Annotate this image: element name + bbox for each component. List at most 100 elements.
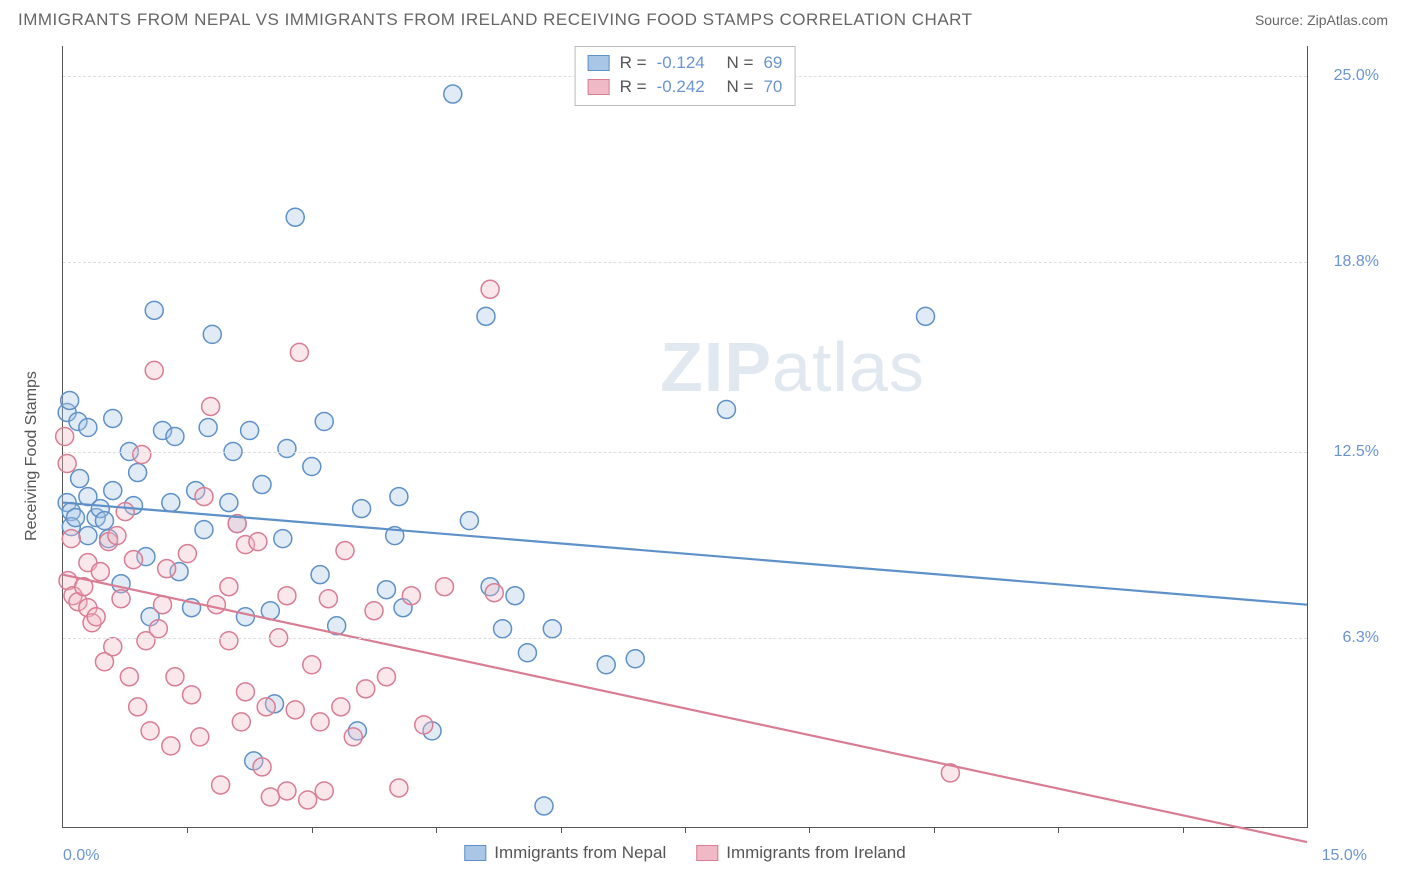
data-point bbox=[535, 797, 553, 815]
data-point bbox=[278, 440, 296, 458]
data-point bbox=[253, 758, 271, 776]
data-point bbox=[597, 656, 615, 674]
data-point bbox=[717, 400, 735, 418]
data-point bbox=[290, 343, 308, 361]
n-value: 69 bbox=[763, 51, 782, 75]
data-point bbox=[124, 551, 142, 569]
data-point bbox=[149, 620, 167, 638]
data-point bbox=[485, 584, 503, 602]
data-point bbox=[195, 521, 213, 539]
legend-stats-box: R = -0.124 N = 69R =-0.242N =70 bbox=[575, 46, 796, 106]
data-point bbox=[162, 494, 180, 512]
y-tick-label: 25.0% bbox=[1334, 67, 1379, 85]
data-point bbox=[626, 650, 644, 668]
x-tick-mark bbox=[561, 827, 562, 833]
data-point bbox=[236, 683, 254, 701]
data-point bbox=[315, 412, 333, 430]
x-tick-mark bbox=[1183, 827, 1184, 833]
data-point bbox=[129, 464, 147, 482]
legend-stat-row: R =-0.242N =70 bbox=[588, 75, 783, 99]
data-point bbox=[261, 788, 279, 806]
plot-area: ZIPatlas R =-0.124N =69R =-0.242N =70 Im… bbox=[62, 46, 1308, 828]
legend-swatch bbox=[696, 845, 718, 861]
x-tick-mark bbox=[809, 827, 810, 833]
plot-svg bbox=[63, 46, 1307, 827]
chart-wrap: Receiving Food Stamps ZIPatlas R =-0.124… bbox=[18, 36, 1388, 876]
x-tick-mark bbox=[1058, 827, 1059, 833]
data-point bbox=[133, 446, 151, 464]
data-point bbox=[477, 307, 495, 325]
data-point bbox=[91, 563, 109, 581]
data-point bbox=[435, 578, 453, 596]
legend-stat-row: R = -0.124 N = 69 bbox=[588, 51, 783, 75]
trend-line bbox=[63, 575, 1307, 842]
data-point bbox=[166, 668, 184, 686]
y-tick-label: 18.8% bbox=[1334, 253, 1379, 271]
x-tick-mark bbox=[685, 827, 686, 833]
data-point bbox=[220, 632, 238, 650]
data-point bbox=[104, 482, 122, 500]
data-point bbox=[311, 566, 329, 584]
x-tick-mark bbox=[934, 827, 935, 833]
y-tick-label: 12.5% bbox=[1334, 443, 1379, 461]
data-point bbox=[481, 280, 499, 298]
data-point bbox=[116, 503, 134, 521]
data-point bbox=[145, 361, 163, 379]
data-point bbox=[129, 698, 147, 716]
data-point bbox=[336, 542, 354, 560]
data-point bbox=[220, 494, 238, 512]
gridline bbox=[63, 262, 1307, 263]
r-label: R = bbox=[620, 51, 647, 75]
legend-swatch bbox=[588, 55, 610, 71]
n-label: N = bbox=[727, 51, 754, 75]
data-point bbox=[543, 620, 561, 638]
legend-series: Immigrants from Nepal Immigrants from Ire… bbox=[464, 843, 905, 863]
data-point bbox=[257, 698, 275, 716]
data-point bbox=[494, 620, 512, 638]
data-point bbox=[62, 530, 80, 548]
trend-line bbox=[63, 503, 1307, 605]
legend-label: Immigrants from Nepal bbox=[494, 843, 666, 863]
data-point bbox=[249, 533, 267, 551]
data-point bbox=[377, 581, 395, 599]
x-tick-mark bbox=[436, 827, 437, 833]
data-point bbox=[178, 545, 196, 563]
data-point bbox=[303, 458, 321, 476]
data-point bbox=[195, 488, 213, 506]
data-point bbox=[158, 560, 176, 578]
data-point bbox=[162, 737, 180, 755]
data-point bbox=[365, 602, 383, 620]
data-point bbox=[353, 500, 371, 518]
data-point bbox=[199, 418, 217, 436]
data-point bbox=[95, 512, 113, 530]
data-point bbox=[79, 418, 97, 436]
data-point bbox=[460, 512, 478, 530]
data-point bbox=[311, 713, 329, 731]
data-point bbox=[203, 325, 221, 343]
data-point bbox=[112, 590, 130, 608]
legend-swatch bbox=[464, 845, 486, 861]
legend-item: Immigrants from Nepal bbox=[464, 843, 666, 863]
gridline bbox=[63, 452, 1307, 453]
data-point bbox=[87, 608, 105, 626]
data-point bbox=[212, 776, 230, 794]
data-point bbox=[319, 590, 337, 608]
data-point bbox=[402, 587, 420, 605]
data-point bbox=[104, 638, 122, 656]
data-point bbox=[444, 85, 462, 103]
data-point bbox=[518, 644, 536, 662]
data-point bbox=[390, 779, 408, 797]
gridline bbox=[63, 638, 1307, 639]
data-point bbox=[241, 421, 259, 439]
data-point bbox=[917, 307, 935, 325]
legend-label: Immigrants from Ireland bbox=[726, 843, 906, 863]
data-point bbox=[183, 686, 201, 704]
data-point bbox=[120, 668, 138, 686]
y-tick-label: 6.3% bbox=[1343, 629, 1379, 647]
source-label: Source: ZipAtlas.com bbox=[1255, 12, 1388, 28]
r-value: -0.124 bbox=[657, 51, 717, 75]
data-point bbox=[61, 391, 79, 409]
data-point bbox=[66, 509, 84, 527]
data-point bbox=[191, 728, 209, 746]
data-point bbox=[236, 608, 254, 626]
